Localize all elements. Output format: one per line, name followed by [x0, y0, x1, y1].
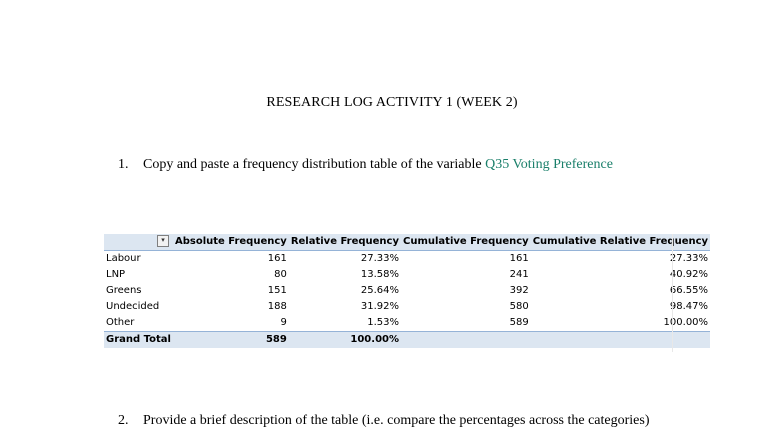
- cell-relative: 13.58%: [360, 269, 399, 280]
- question-1-text: Copy and paste a frequency distribution …: [143, 157, 486, 172]
- cell-absolute: 80: [274, 269, 287, 280]
- table-row: Other 9 1.53% 589 100.00%: [104, 315, 710, 332]
- grand-total-row: Grand Total 589 100.00%: [104, 331, 711, 348]
- table-row: Undecided 188 31.92% 580 98.47%: [104, 299, 710, 315]
- grand-total-cumulative-relative: [530, 331, 711, 348]
- grand-total-absolute: 589: [172, 331, 289, 348]
- question-2-text: Provide a brief description of the table…: [143, 413, 650, 428]
- question-1-number: 1.: [118, 157, 129, 172]
- cell-cumulative-relative: 100.00%: [663, 317, 709, 328]
- row-label: Labour: [106, 253, 141, 264]
- question-1-text-block: Copy and paste a frequency distribution …: [143, 156, 718, 174]
- cell-cumulative-relative: 66.55%: [669, 285, 709, 296]
- header-relative-frequency: Relative Frequency: [288, 234, 401, 251]
- cell-relative: 1.53%: [367, 317, 399, 328]
- frequency-table: ▾ Absolute Frequency Relative Frequency …: [104, 234, 711, 348]
- cell-absolute: 151: [267, 285, 287, 296]
- cell-cumulative-relative: 98.47%: [669, 301, 709, 312]
- cell-absolute: 9: [280, 317, 287, 328]
- table-row: Labour 161 27.33% 161 27.33%: [104, 251, 710, 268]
- cell-cumulative: 241: [509, 269, 529, 280]
- grand-total-relative: 100.00%: [288, 331, 401, 348]
- cell-cumulative: 161: [509, 253, 529, 264]
- row-label: Undecided: [106, 301, 160, 312]
- cell-absolute: 161: [267, 253, 287, 264]
- cell-cumulative: 589: [509, 317, 529, 328]
- spreadsheet-edge-divider: [672, 234, 687, 352]
- cell-cumulative-relative: 40.92%: [669, 269, 709, 280]
- row-label: Greens: [106, 285, 142, 296]
- cell-relative: 31.92%: [360, 301, 399, 312]
- filter-dropdown-icon[interactable]: ▾: [156, 235, 169, 247]
- table-row: LNP 80 13.58% 241 40.92%: [104, 267, 710, 283]
- variable-link: Q35 Voting Preference: [485, 157, 613, 172]
- cell-cumulative: 392: [509, 285, 529, 296]
- question-1: 1. Copy and paste a frequency distributi…: [118, 156, 718, 174]
- document-title: RESEARCH LOG ACTIVITY 1 (WEEK 2): [266, 95, 518, 110]
- question-2: 2. Provide a brief description of the ta…: [118, 412, 718, 430]
- cell-absolute: 188: [267, 301, 287, 312]
- cell-relative: 27.33%: [360, 253, 399, 264]
- table-row: Greens 151 25.64% 392 66.55%: [104, 283, 710, 299]
- grand-total-label: Grand Total: [104, 331, 173, 348]
- cell-cumulative-relative: 27.33%: [669, 253, 709, 264]
- header-cumulative-frequency: Cumulative Frequency: [401, 234, 531, 251]
- row-labels-header[interactable]: ▾: [104, 234, 173, 251]
- question-2-number: 2.: [118, 413, 129, 428]
- header-absolute-frequency: Absolute Frequency: [172, 234, 289, 251]
- cell-cumulative: 580: [509, 301, 529, 312]
- row-label: LNP: [106, 269, 126, 280]
- header-cumulative-relative-frequency: Cumulative Relative Frequency: [530, 234, 711, 251]
- table-header-row: ▾ Absolute Frequency Relative Frequency …: [104, 234, 711, 251]
- row-label: Other: [106, 317, 135, 328]
- cell-relative: 25.64%: [360, 285, 399, 296]
- grand-total-cumulative: [401, 331, 531, 348]
